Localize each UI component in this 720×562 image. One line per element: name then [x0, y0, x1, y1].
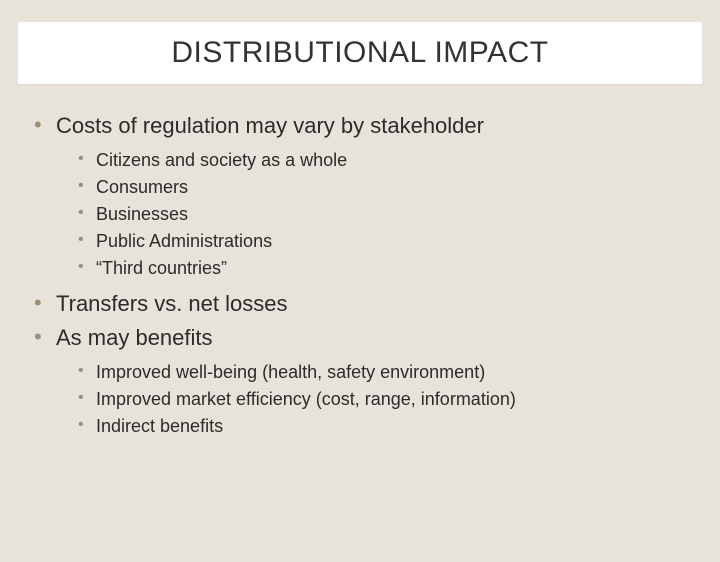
- bullet-text: Costs of regulation may vary by stakehol…: [56, 113, 484, 138]
- list-item: Public Administrations: [56, 229, 686, 253]
- bullet-text: Businesses: [96, 204, 188, 224]
- bullet-text: Indirect benefits: [96, 416, 223, 436]
- list-item: As may benefits Improved well-being (hea…: [34, 324, 686, 438]
- list-item: Costs of regulation may vary by stakehol…: [34, 112, 686, 280]
- list-item: Businesses: [56, 202, 686, 226]
- bullet-text: Public Administrations: [96, 231, 272, 251]
- bullet-text: Improved well-being (health, safety envi…: [96, 362, 485, 382]
- list-item: Improved well-being (health, safety envi…: [56, 360, 686, 384]
- bullet-text: Improved market efficiency (cost, range,…: [96, 389, 516, 409]
- list-item: Consumers: [56, 175, 686, 199]
- bullet-text: As may benefits: [56, 325, 213, 350]
- slide-title: DISTRIBUTIONAL IMPACT: [18, 36, 702, 70]
- title-bar: DISTRIBUTIONAL IMPACT: [18, 22, 702, 84]
- bullet-text: Consumers: [96, 177, 188, 197]
- list-item: “Third countries”: [56, 256, 686, 280]
- bullet-list-level1: Costs of regulation may vary by stakehol…: [34, 112, 686, 438]
- list-item: Improved market efficiency (cost, range,…: [56, 387, 686, 411]
- bullet-list-level2: Improved well-being (health, safety envi…: [56, 360, 686, 438]
- bullet-text: Citizens and society as a whole: [96, 150, 347, 170]
- list-item: Transfers vs. net losses: [34, 290, 686, 318]
- bullet-text: Transfers vs. net losses: [56, 291, 287, 316]
- list-item: Citizens and society as a whole: [56, 148, 686, 172]
- bullet-list-level2: Citizens and society as a whole Consumer…: [56, 148, 686, 280]
- slide-content: Costs of regulation may vary by stakehol…: [0, 84, 720, 438]
- list-item: Indirect benefits: [56, 414, 686, 438]
- bullet-text: “Third countries”: [96, 258, 227, 278]
